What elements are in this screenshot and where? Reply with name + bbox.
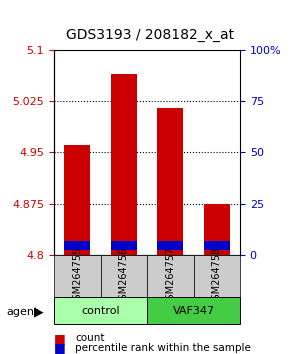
Bar <box>158 108 183 255</box>
Bar <box>204 241 230 250</box>
Text: control: control <box>81 306 120 316</box>
FancyBboxPatch shape <box>54 297 147 324</box>
Text: percentile rank within the sample: percentile rank within the sample <box>75 343 251 353</box>
FancyBboxPatch shape <box>194 255 240 297</box>
Text: ■: ■ <box>54 342 66 354</box>
Text: agent: agent <box>6 307 38 316</box>
Text: GSM264758: GSM264758 <box>212 246 222 306</box>
Bar <box>204 204 230 255</box>
Text: count: count <box>75 333 104 343</box>
Text: GSM264755: GSM264755 <box>72 246 82 306</box>
FancyBboxPatch shape <box>147 297 240 324</box>
Text: ▶: ▶ <box>34 305 44 318</box>
Bar <box>111 74 136 255</box>
FancyBboxPatch shape <box>147 255 194 297</box>
Bar <box>111 241 136 250</box>
Text: ■: ■ <box>54 332 66 344</box>
FancyBboxPatch shape <box>100 255 147 297</box>
Text: GSM264756: GSM264756 <box>119 246 129 306</box>
Text: VAF347: VAF347 <box>172 306 214 316</box>
Bar <box>64 145 90 255</box>
Bar <box>158 241 183 250</box>
Bar <box>64 241 90 250</box>
Text: GSM264757: GSM264757 <box>165 246 175 306</box>
FancyBboxPatch shape <box>54 255 100 297</box>
Text: GDS3193 / 208182_x_at: GDS3193 / 208182_x_at <box>66 28 234 42</box>
